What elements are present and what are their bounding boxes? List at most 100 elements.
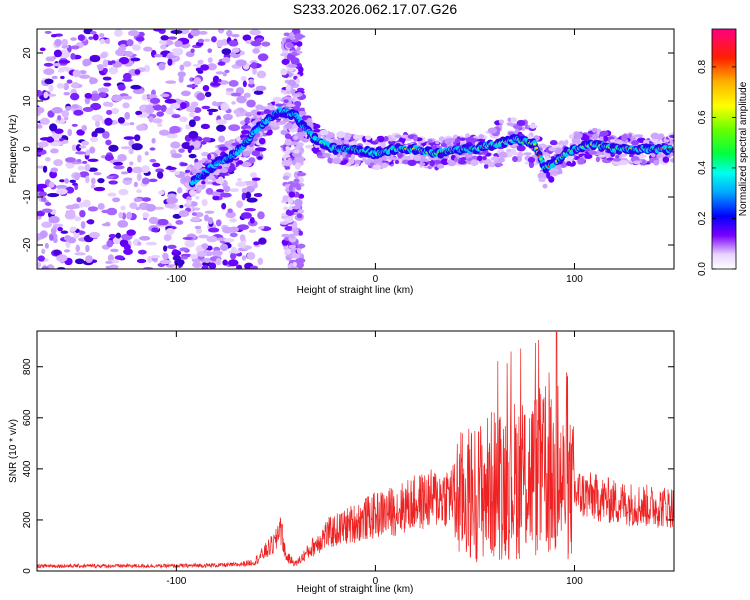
noise-speck [194,212,204,218]
noise-speck [80,220,86,229]
noise-speck [134,134,141,142]
ridge-halo [651,153,656,158]
ridge-halo [641,159,647,166]
ridge-halo [655,135,664,140]
noise-speck [210,191,222,197]
ridge-halo [633,160,641,165]
noise-speck [217,61,226,66]
noise-speck [223,185,231,193]
noise-speck [280,68,288,76]
noise-speck [255,37,264,42]
noise-speck [132,88,145,95]
ridge-halo [542,183,548,189]
ridge-halo [592,128,597,134]
noise-speck [192,261,203,268]
noise-speck [117,116,125,124]
noise-speck [89,136,99,143]
snr-marks [37,331,674,570]
noise-speck [237,242,247,249]
noise-speck [95,119,100,128]
ridge-halo [494,163,504,167]
noise-speck [189,145,195,151]
noise-speck [63,91,71,96]
noise-speck [171,114,181,119]
ridge-halo [304,144,314,149]
noise-speck [110,107,119,115]
ridge-halo [329,154,338,159]
noise-speck [60,49,69,57]
noise-speck [239,234,246,242]
ridge-halo [506,148,513,153]
noise-speck [252,48,260,54]
noise-speck [43,62,54,67]
noise-speck [250,40,262,47]
noise-speck [279,53,289,57]
ridge-halo [446,137,456,143]
noise-speck [39,230,48,239]
noise-speck [74,172,80,181]
noise-speck [183,61,192,67]
noise-speck [71,123,78,127]
noise-speck [189,77,195,82]
snr-frame [36,330,675,572]
noise-speck [202,84,210,92]
noise-speck [281,58,290,65]
ridge-halo [377,136,385,143]
noise-speck [190,29,201,37]
ridge-halo [549,140,558,146]
noise-speck [282,175,290,180]
noise-speck [86,219,95,224]
snr-xtick-label: -100 [166,576,186,587]
noise-speck [137,241,142,246]
noise-speck [148,216,158,225]
ridge-halo [265,105,276,111]
noise-speck [127,30,140,37]
noise-speck [246,252,256,260]
ridge-halo [419,162,426,167]
noise-speck [71,81,80,89]
noise-speck [42,165,48,173]
noise-speck [235,109,241,118]
noise-speck [145,106,155,114]
noise-speck [93,186,106,192]
noise-speck [102,131,110,139]
noise-speck [169,125,181,134]
noise-speck [223,238,235,243]
ridge-halo [435,140,440,145]
noise-speck [250,62,257,69]
noise-speck [102,59,109,68]
noise-speck [227,208,233,214]
ridge-halo [483,164,489,169]
ridge-halo [539,172,549,178]
ridge-halo [459,137,466,142]
noise-speck [201,243,209,250]
noise-speck [101,223,111,227]
ridge-halo [418,158,428,162]
noise-speck [53,142,63,146]
noise-speck [101,209,113,214]
ridge-halo [544,151,550,159]
noise-speck [90,177,96,185]
noise-speck [166,133,179,139]
noise-speck [298,230,304,236]
noise-speck [258,137,266,145]
noise-speck [123,136,135,140]
noise-speck [190,48,195,53]
ridge-halo [598,154,606,158]
noise-speck [43,68,55,76]
noise-speck [215,71,225,75]
noise-speck [189,112,195,118]
noise-speck [186,84,199,88]
noise-speck [84,163,91,172]
colorbar-gradient [712,29,736,269]
noise-speck [78,202,85,208]
noise-speck [240,212,252,219]
noise-speck [74,258,85,265]
noise-speck [128,148,134,155]
ridge-halo [343,133,352,141]
noise-speck [283,32,290,37]
ridge-halo [621,134,628,142]
ridge-halo [332,157,342,165]
noise-speck [37,89,42,97]
noise-speck [191,212,197,216]
